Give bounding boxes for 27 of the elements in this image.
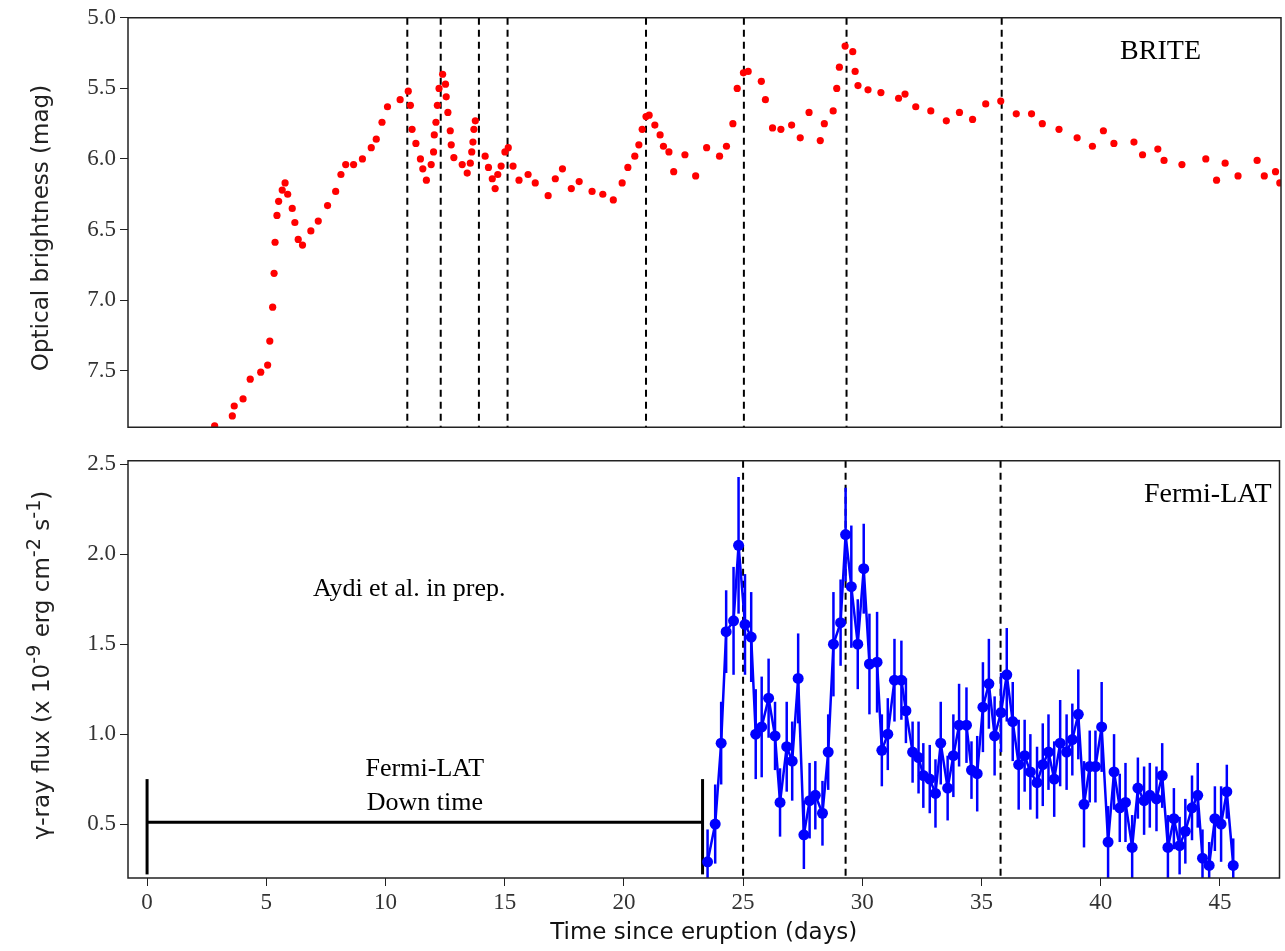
- y-tick-label: 1.0: [87, 720, 116, 746]
- y-tick-label: 5.0: [87, 3, 116, 29]
- x-axis-title: Time since eruption (days): [549, 918, 858, 945]
- annotation: Fermi-LAT: [1143, 477, 1272, 509]
- annotation: Aydi et al. in prep.: [313, 572, 506, 602]
- x-tick-label: 40: [1089, 888, 1113, 914]
- y-tick-label: 2.0: [87, 540, 116, 566]
- x-tick-label: 5: [260, 888, 273, 914]
- y-tick-label: 5.5: [87, 74, 116, 100]
- x-tick-label: 35: [969, 888, 993, 914]
- x-tick-label: 10: [373, 888, 397, 914]
- x-tick-label: 45: [1208, 888, 1232, 914]
- x-tick-label: 15: [493, 888, 517, 914]
- y-tick-label: 0.5: [87, 810, 116, 836]
- y-tick-label: 6.5: [87, 215, 116, 241]
- x-tick-label: 0: [141, 888, 153, 914]
- x-tick-label: 25: [731, 888, 755, 914]
- y-tick-label: 2.5: [87, 450, 116, 476]
- annotation: BRITE: [1120, 34, 1201, 66]
- y-axis-title: Optical brightness (mag): [27, 84, 53, 372]
- y-tick-label: 6.0: [87, 145, 116, 171]
- annotation: Fermi-LAT Down time: [365, 753, 485, 817]
- y-tick-label: 7.0: [87, 286, 116, 312]
- y-tick-label: 7.5: [87, 356, 116, 382]
- y-tick-label: 1.5: [87, 630, 116, 656]
- x-tick-label: 20: [612, 888, 636, 914]
- x-tick-label: 30: [850, 888, 874, 914]
